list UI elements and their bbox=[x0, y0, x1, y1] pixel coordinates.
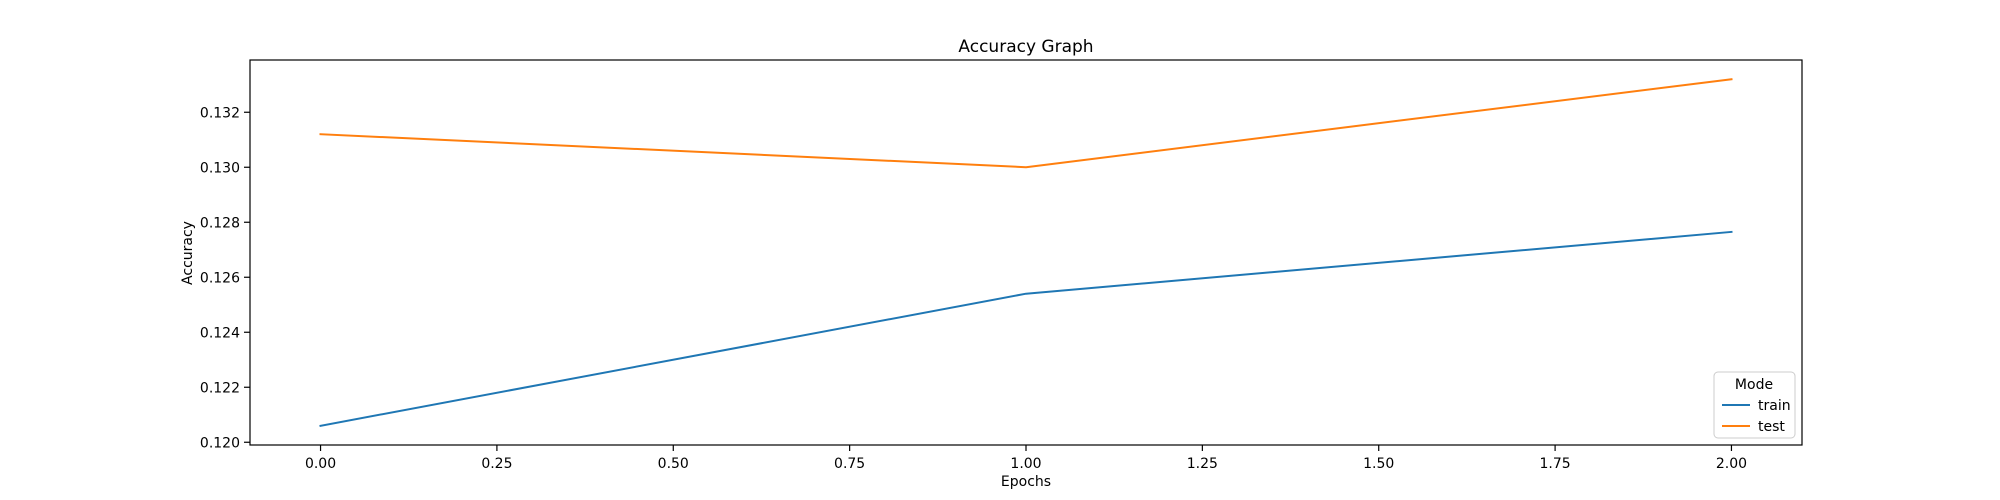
y-tick-label: 0.132 bbox=[200, 105, 240, 121]
x-axis-label: Epochs bbox=[1001, 474, 1051, 490]
y-tick-label: 0.124 bbox=[200, 325, 240, 341]
plot-frame bbox=[249, 59, 1803, 446]
legend-label-train: train bbox=[1758, 398, 1791, 414]
y-tick-label: 0.122 bbox=[200, 380, 240, 396]
x-tick-label: 0.50 bbox=[658, 456, 689, 472]
x-tick-label: 1.25 bbox=[1187, 456, 1218, 472]
y-tick-label: 0.130 bbox=[200, 160, 240, 176]
series-lines bbox=[319, 78, 1733, 427]
x-tick-label: 1.00 bbox=[1010, 456, 1041, 472]
x-tick-label: 1.50 bbox=[1363, 456, 1394, 472]
legend: Mode train test bbox=[1713, 371, 1796, 439]
y-tick-label: 0.126 bbox=[200, 270, 240, 286]
legend-label-test: test bbox=[1758, 419, 1785, 435]
legend-box bbox=[1713, 371, 1796, 439]
x-axis-ticks: 0.00 0.25 0.50 0.75 1.00 1.25 1.50 1.75 2.00 bbox=[305, 445, 1747, 472]
x-tick-label: 0.00 bbox=[305, 456, 336, 472]
x-tick-label: 0.75 bbox=[834, 456, 865, 472]
series-line-train bbox=[319, 230, 1733, 427]
y-axis-ticks: 0.120 0.122 0.124 0.126 0.128 0.130 0.132 bbox=[200, 105, 250, 451]
x-tick-label: 2.00 bbox=[1716, 456, 1747, 472]
y-tick-label: 0.120 bbox=[200, 435, 240, 451]
chart-title: Accuracy Graph bbox=[958, 37, 1093, 57]
x-tick-label: 1.75 bbox=[1540, 456, 1571, 472]
x-tick-label: 0.25 bbox=[481, 456, 512, 472]
y-axis-label: Accuracy bbox=[180, 221, 196, 285]
series-line-test bbox=[319, 78, 1733, 169]
legend-title: Mode bbox=[1735, 377, 1773, 393]
y-tick-label: 0.128 bbox=[200, 215, 240, 231]
